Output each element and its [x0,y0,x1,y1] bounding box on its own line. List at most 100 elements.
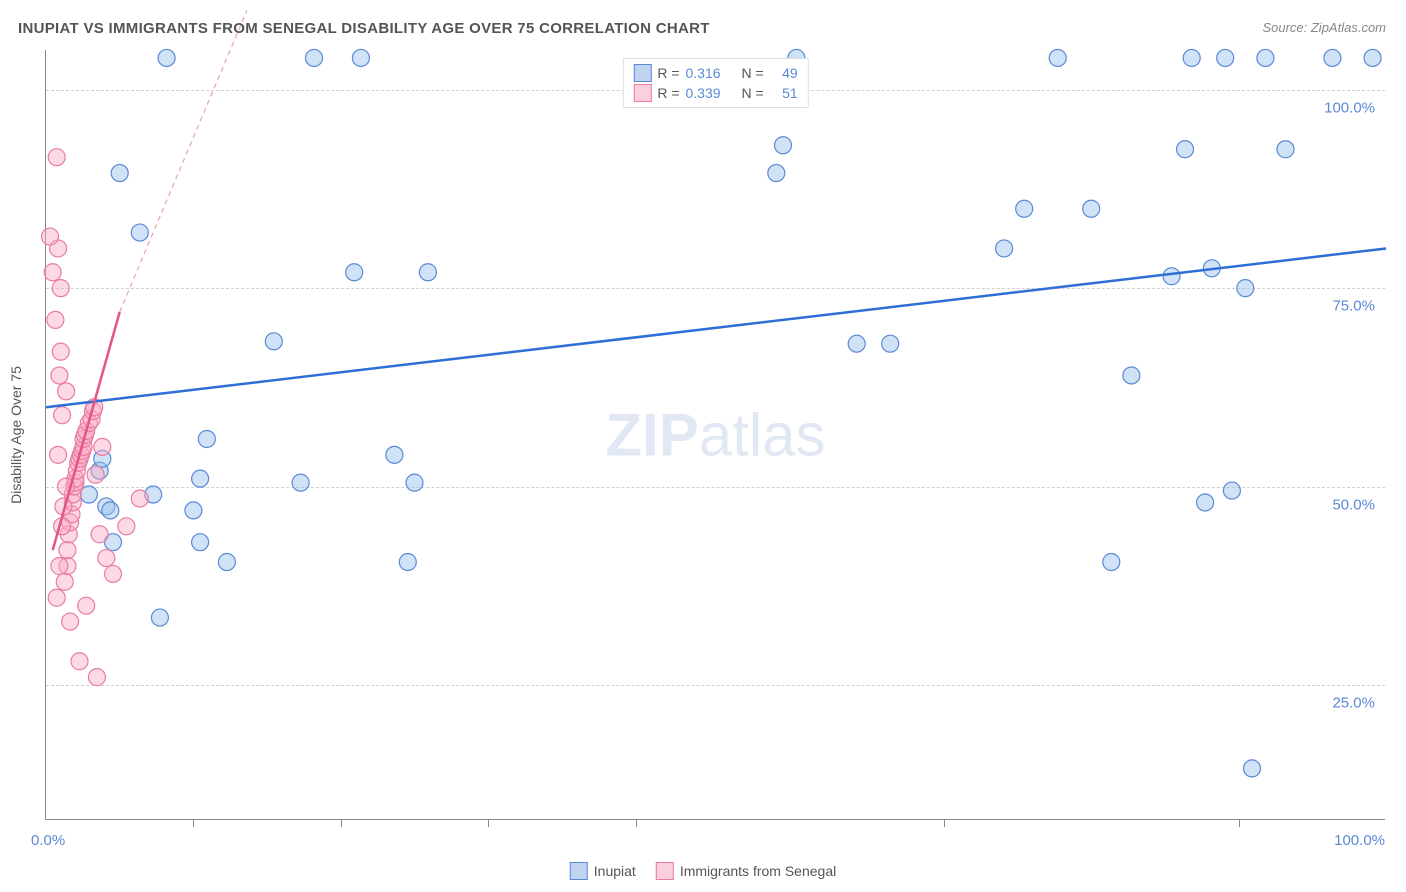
scatter-point [56,573,73,590]
scatter-point [42,228,59,245]
plot-area: Disability Age Over 75 ZIPatlas 25.0%50.… [45,50,1385,820]
correlation-chart: INUPIAT VS IMMIGRANTS FROM SENEGAL DISAB… [0,0,1406,892]
scatter-point [1083,200,1100,217]
scatter-point [1277,141,1294,158]
scatter-point [48,149,65,166]
x-tick [341,819,342,827]
scatter-point [98,550,115,567]
scatter-point [62,613,79,630]
scatter-point [1257,49,1274,66]
legend-series-label: Inupiat [594,863,636,879]
scatter-point [131,224,148,241]
x-tick [193,819,194,827]
scatter-point [78,597,95,614]
chart-title: INUPIAT VS IMMIGRANTS FROM SENEGAL DISAB… [18,20,710,37]
scatter-point [1163,268,1180,285]
scatter-point [52,343,69,360]
legend-series-label: Immigrants from Senegal [680,863,836,879]
legend-swatch [656,862,674,880]
legend-swatch [633,84,651,102]
scatter-point [192,534,209,551]
scatter-point [399,554,416,571]
scatter-point [44,264,61,281]
trend-line-dashed [120,10,247,312]
x-tick [1239,819,1240,827]
legend-r-label: R = [657,65,679,81]
scatter-point [306,49,323,66]
scatter-point [1016,200,1033,217]
scatter-point [352,49,369,66]
scatter-point [386,446,403,463]
scatter-svg [46,50,1385,819]
legend-correlation-row: R = 0.316 N = 49 [633,63,797,83]
scatter-point [47,311,64,328]
scatter-point [71,653,88,670]
x-axis-min-label: 0.0% [31,832,65,849]
scatter-point [87,466,104,483]
scatter-point [48,589,65,606]
scatter-point [54,407,71,424]
scatter-point [52,280,69,297]
legend-swatch [633,64,651,82]
scatter-point [94,438,111,455]
scatter-point [58,383,75,400]
scatter-point [105,565,122,582]
scatter-point [346,264,363,281]
x-tick [944,819,945,827]
scatter-point [1223,482,1240,499]
y-axis-title: Disability Age Over 75 [8,366,24,504]
legend-series-item: Immigrants from Senegal [656,862,836,880]
scatter-point [59,542,76,559]
legend-n-value: 49 [770,65,798,81]
scatter-point [292,474,309,491]
legend-n-value: 51 [770,85,798,101]
scatter-point [848,335,865,352]
scatter-point [768,165,785,182]
scatter-point [1123,367,1140,384]
scatter-point [50,446,67,463]
scatter-point [1324,49,1341,66]
scatter-point [151,609,168,626]
scatter-point [1217,49,1234,66]
legend-correlation: R = 0.316 N = 49 R = 0.339 N = 51 [622,58,808,108]
scatter-point [51,557,68,574]
scatter-point [1183,49,1200,66]
legend-n-label: N = [742,85,764,101]
scatter-point [996,240,1013,257]
legend-r-label: R = [657,85,679,101]
scatter-point [185,502,202,519]
scatter-point [775,137,792,154]
scatter-point [265,333,282,350]
scatter-point [192,470,209,487]
legend-series: Inupiat Immigrants from Senegal [570,862,836,880]
legend-series-item: Inupiat [570,862,636,880]
scatter-point [88,669,105,686]
scatter-point [1177,141,1194,158]
scatter-point [158,49,175,66]
legend-correlation-row: R = 0.339 N = 51 [633,83,797,103]
scatter-point [118,518,135,535]
scatter-point [406,474,423,491]
legend-n-label: N = [742,65,764,81]
scatter-point [91,526,108,543]
x-axis-max-label: 100.0% [1334,832,1385,849]
scatter-point [1364,49,1381,66]
legend-r-value: 0.339 [686,85,736,101]
source-attribution: Source: ZipAtlas.com [1262,20,1386,35]
scatter-point [419,264,436,281]
scatter-point [102,502,119,519]
x-tick [488,819,489,827]
scatter-point [882,335,899,352]
scatter-point [1197,494,1214,511]
scatter-point [131,490,148,507]
legend-r-value: 0.316 [686,65,736,81]
scatter-point [1103,554,1120,571]
scatter-point [111,165,128,182]
scatter-point [218,554,235,571]
scatter-point [198,430,215,447]
legend-swatch [570,862,588,880]
scatter-point [51,367,68,384]
scatter-point [1049,49,1066,66]
trend-line [46,248,1386,407]
scatter-point [1237,280,1254,297]
